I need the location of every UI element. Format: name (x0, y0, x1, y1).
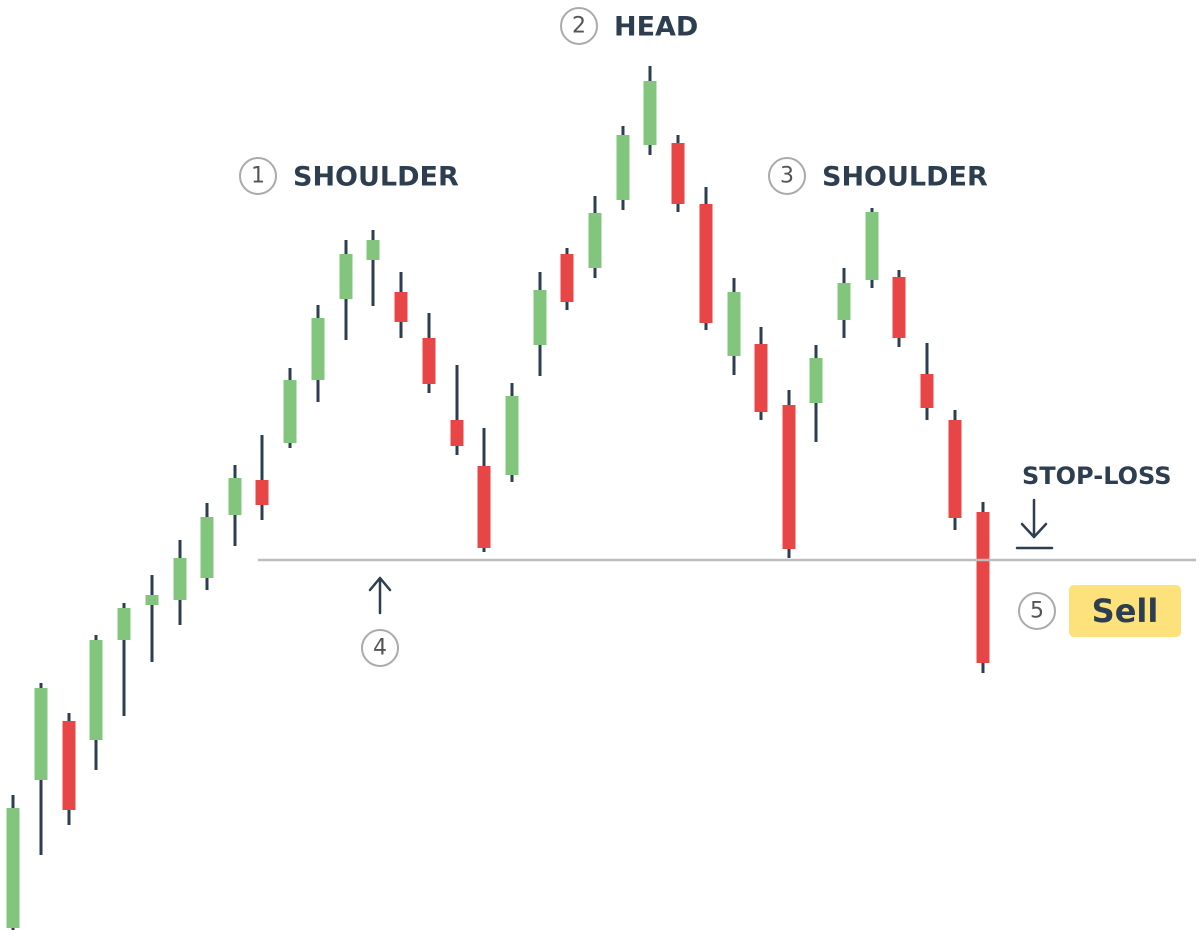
candle-body (588, 213, 602, 268)
candle-body (311, 318, 325, 380)
candle-body (6, 808, 20, 928)
candle-body (948, 420, 962, 518)
label: HEAD (614, 12, 698, 43)
step-number: 3 (780, 164, 794, 189)
label: SHOULDER (293, 162, 459, 193)
arrow-down (1015, 498, 1054, 550)
candle-body (34, 688, 48, 780)
sell-badge (1069, 585, 1181, 637)
step-circle (361, 629, 399, 667)
step-circle (239, 157, 277, 195)
candle-body (228, 478, 242, 515)
candle-body (727, 292, 741, 356)
candle-body (782, 405, 796, 549)
candles (6, 66, 990, 930)
step-circle (1018, 592, 1056, 630)
sell-text: Sell (1092, 592, 1159, 630)
candle-body (505, 396, 519, 475)
candle-body (89, 640, 103, 740)
step-circle (560, 7, 598, 45)
candle-body (809, 358, 823, 403)
candle-body (699, 204, 713, 323)
candle-body (865, 212, 879, 280)
label: SHOULDER (822, 162, 988, 193)
candle-body (173, 558, 187, 600)
step-circle (768, 157, 806, 195)
candle-body (283, 380, 297, 443)
candle-body (339, 254, 353, 299)
candle-body (117, 608, 131, 640)
candle-body (892, 277, 906, 338)
candle-body (200, 517, 214, 578)
arrow-up (368, 576, 392, 615)
step-number: 1 (251, 164, 265, 189)
step-number: 5 (1030, 599, 1044, 624)
candle-body (616, 135, 630, 200)
candle-body (837, 283, 851, 320)
candle-body (920, 374, 934, 408)
candle-body (366, 240, 380, 260)
step-number: 4 (373, 636, 387, 661)
candle-body (394, 292, 408, 322)
candle-body (643, 81, 657, 145)
candle-body (560, 254, 574, 302)
candle-body (422, 338, 436, 384)
candle-body (533, 290, 547, 345)
label: STOP-LOSS (1022, 462, 1172, 490)
candle-body (145, 595, 159, 605)
candle-body (754, 344, 768, 412)
candle-body (62, 721, 76, 810)
step-number: 2 (572, 14, 586, 39)
candle-body (976, 512, 990, 663)
candle-body (255, 480, 269, 505)
candle-body (450, 420, 464, 446)
candle-body (477, 466, 491, 548)
candle-body (671, 143, 685, 204)
